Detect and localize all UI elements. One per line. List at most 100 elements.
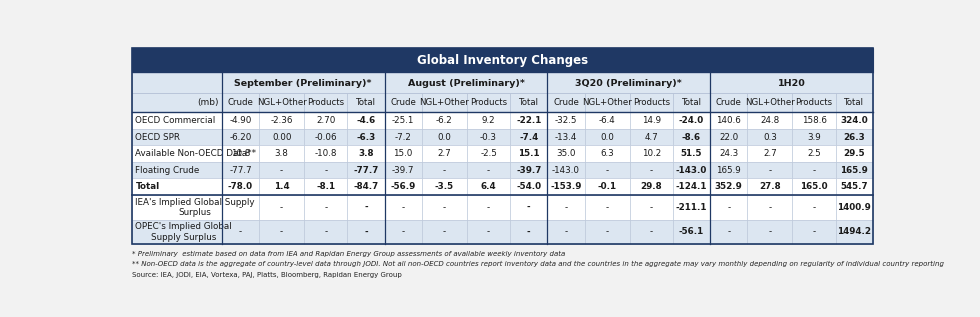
Text: -25.1: -25.1: [392, 116, 415, 125]
FancyBboxPatch shape: [347, 220, 384, 244]
Text: 165.0: 165.0: [801, 182, 828, 191]
FancyBboxPatch shape: [131, 178, 221, 195]
Text: 14.9: 14.9: [642, 116, 661, 125]
Text: -: -: [564, 227, 567, 236]
FancyBboxPatch shape: [304, 93, 347, 113]
FancyBboxPatch shape: [421, 93, 466, 113]
Text: -: -: [564, 203, 567, 212]
FancyBboxPatch shape: [748, 129, 793, 146]
Text: 29.5: 29.5: [844, 149, 865, 158]
Text: 0.3: 0.3: [763, 133, 777, 142]
FancyBboxPatch shape: [673, 129, 710, 146]
FancyBboxPatch shape: [630, 129, 673, 146]
Text: OECD SPR: OECD SPR: [135, 133, 180, 142]
Text: -: -: [443, 203, 446, 212]
Text: 324.0: 324.0: [841, 116, 868, 125]
FancyBboxPatch shape: [221, 220, 259, 244]
FancyBboxPatch shape: [585, 195, 630, 220]
Text: 158.6: 158.6: [802, 116, 826, 125]
Text: -4.6: -4.6: [357, 116, 375, 125]
FancyBboxPatch shape: [259, 129, 304, 146]
FancyBboxPatch shape: [630, 162, 673, 178]
Text: -: -: [812, 203, 815, 212]
FancyBboxPatch shape: [793, 220, 836, 244]
Text: 1.4: 1.4: [273, 182, 289, 191]
FancyBboxPatch shape: [221, 178, 259, 195]
FancyBboxPatch shape: [748, 146, 793, 162]
FancyBboxPatch shape: [421, 146, 466, 162]
Text: 0.0: 0.0: [437, 133, 452, 142]
Text: Floating Crude: Floating Crude: [135, 166, 200, 175]
Text: -: -: [650, 166, 653, 175]
Text: OECD Commercial: OECD Commercial: [135, 116, 216, 125]
Text: NGL+Other: NGL+Other: [419, 98, 469, 107]
Text: 2.7: 2.7: [437, 149, 451, 158]
FancyBboxPatch shape: [131, 48, 873, 74]
Text: -0.1: -0.1: [598, 182, 616, 191]
FancyBboxPatch shape: [548, 220, 585, 244]
FancyBboxPatch shape: [630, 178, 673, 195]
FancyBboxPatch shape: [548, 178, 585, 195]
FancyBboxPatch shape: [585, 162, 630, 178]
FancyBboxPatch shape: [710, 146, 748, 162]
Text: -: -: [768, 227, 771, 236]
FancyBboxPatch shape: [384, 74, 548, 93]
Text: -0.3: -0.3: [480, 133, 497, 142]
FancyBboxPatch shape: [131, 220, 221, 244]
Text: -: -: [768, 166, 771, 175]
FancyBboxPatch shape: [548, 93, 585, 113]
FancyBboxPatch shape: [585, 146, 630, 162]
FancyBboxPatch shape: [548, 129, 585, 146]
FancyBboxPatch shape: [836, 220, 873, 244]
FancyBboxPatch shape: [793, 146, 836, 162]
FancyBboxPatch shape: [630, 93, 673, 113]
Text: 2.7: 2.7: [763, 149, 777, 158]
Text: -56.9: -56.9: [391, 182, 416, 191]
FancyBboxPatch shape: [793, 93, 836, 113]
Text: OPEC's Implied Global
Supply Surplus: OPEC's Implied Global Supply Surplus: [135, 222, 232, 242]
FancyBboxPatch shape: [466, 93, 511, 113]
Text: 4.7: 4.7: [645, 133, 659, 142]
Text: -: -: [280, 166, 283, 175]
FancyBboxPatch shape: [511, 113, 548, 129]
Text: -: -: [487, 227, 490, 236]
FancyBboxPatch shape: [131, 162, 221, 178]
FancyBboxPatch shape: [466, 113, 511, 129]
FancyBboxPatch shape: [221, 93, 259, 113]
FancyBboxPatch shape: [585, 178, 630, 195]
FancyBboxPatch shape: [131, 74, 221, 93]
FancyBboxPatch shape: [748, 162, 793, 178]
FancyBboxPatch shape: [131, 93, 221, 113]
FancyBboxPatch shape: [748, 220, 793, 244]
FancyBboxPatch shape: [836, 195, 873, 220]
Text: -: -: [402, 203, 405, 212]
Text: 0.0: 0.0: [600, 133, 614, 142]
Text: -: -: [727, 203, 730, 212]
Text: 6.3: 6.3: [601, 149, 614, 158]
Text: Products: Products: [307, 98, 344, 107]
FancyBboxPatch shape: [131, 74, 873, 93]
Text: Products: Products: [470, 98, 507, 107]
FancyBboxPatch shape: [511, 220, 548, 244]
FancyBboxPatch shape: [466, 162, 511, 178]
Text: August (Preliminary)*: August (Preliminary)*: [408, 79, 524, 88]
Text: 35.0: 35.0: [557, 149, 575, 158]
FancyBboxPatch shape: [221, 74, 384, 93]
FancyBboxPatch shape: [221, 129, 259, 146]
Text: -: -: [650, 203, 653, 212]
Text: -: -: [527, 203, 530, 212]
FancyBboxPatch shape: [548, 146, 585, 162]
Text: 165.9: 165.9: [716, 166, 741, 175]
Text: -: -: [324, 227, 327, 236]
Text: 24.3: 24.3: [719, 149, 738, 158]
FancyBboxPatch shape: [304, 129, 347, 146]
FancyBboxPatch shape: [630, 195, 673, 220]
FancyBboxPatch shape: [548, 195, 585, 220]
FancyBboxPatch shape: [585, 113, 630, 129]
Text: -78.0: -78.0: [228, 182, 253, 191]
FancyBboxPatch shape: [511, 195, 548, 220]
FancyBboxPatch shape: [836, 162, 873, 178]
FancyBboxPatch shape: [466, 220, 511, 244]
Text: -39.7: -39.7: [516, 166, 541, 175]
FancyBboxPatch shape: [221, 146, 259, 162]
